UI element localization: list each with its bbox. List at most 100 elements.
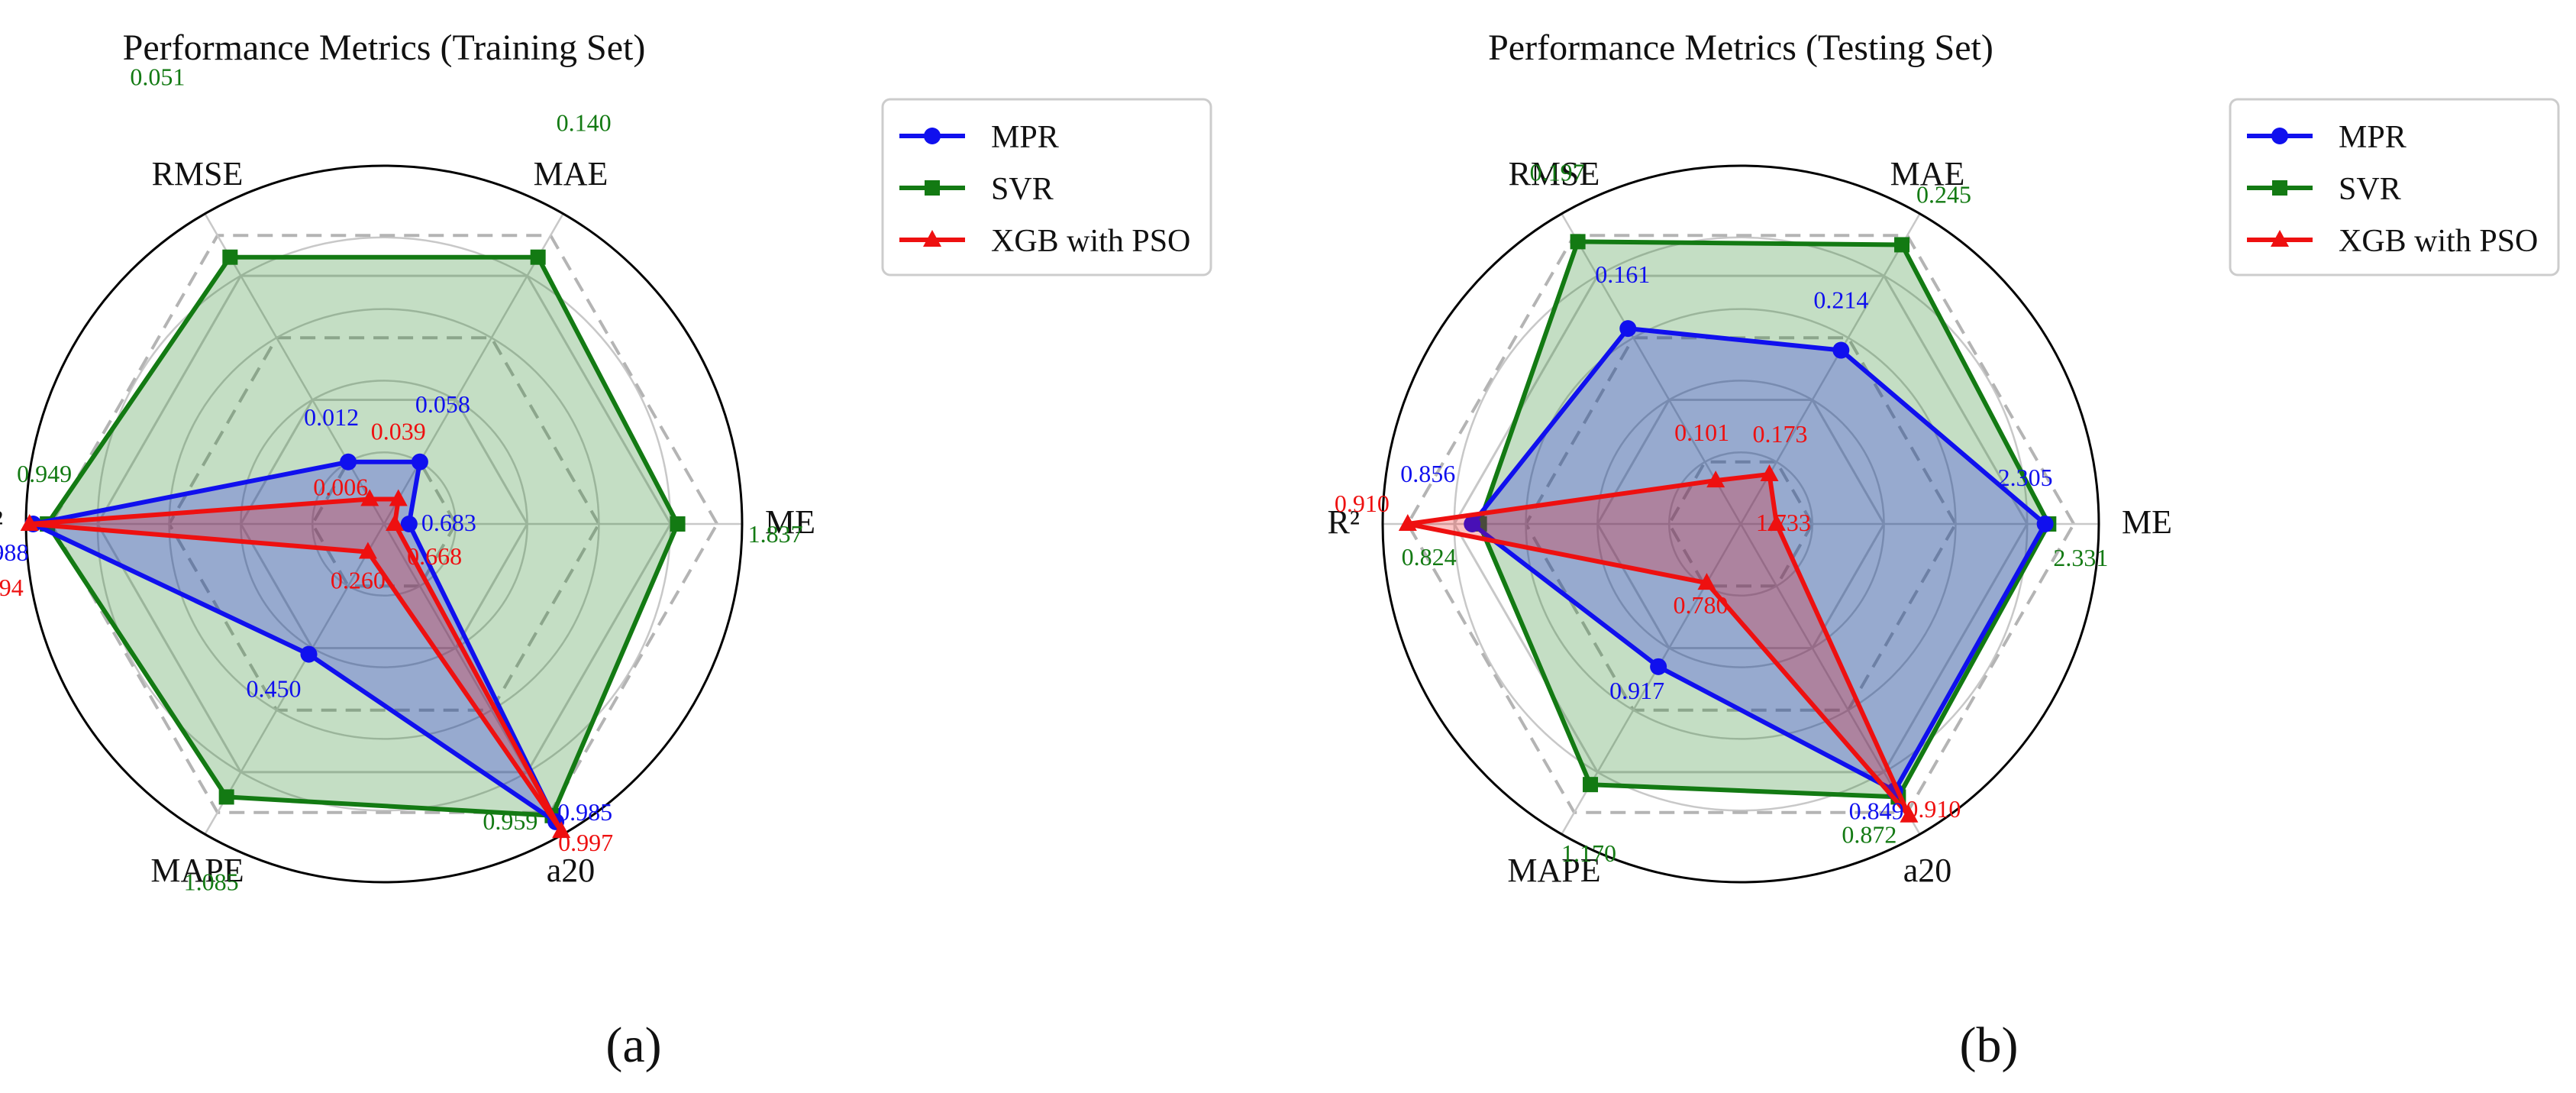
chart-title: Performance Metrics (Testing Set): [1488, 27, 1993, 68]
data-point-xgb-with-pso: [1760, 464, 1779, 482]
data-label: 0.985: [557, 798, 612, 826]
data-label: 0.910: [1335, 490, 1390, 517]
data-point-xgb-with-pso: [1767, 514, 1786, 531]
data-label: 0.245: [1916, 180, 1971, 208]
data-label: 0.051: [130, 63, 185, 91]
data-point-mpr: [1832, 341, 1850, 359]
axis-label: a20: [1903, 852, 1952, 889]
data-label: 0.849: [1849, 797, 1904, 824]
data-point-xgb-with-pso: [389, 489, 408, 506]
data-label: 0.450: [247, 675, 302, 703]
axis-spoke: [204, 523, 386, 835]
legend-entry: MPR: [2339, 120, 2407, 155]
data-point-mpr: [1619, 320, 1637, 338]
outer-circle: [1381, 164, 2100, 884]
chart-title: Performance Metrics (Training Set): [123, 27, 646, 68]
data-label: 1.170: [1561, 839, 1616, 867]
data-label: 0.161: [1595, 260, 1650, 288]
axis-label: ME: [765, 503, 815, 541]
panel-label: (b): [1960, 1017, 2019, 1073]
data-point-xgb-with-pso: [20, 514, 39, 531]
legend-entry: SVR: [2339, 172, 2401, 207]
data-label: 2.331: [2053, 544, 2108, 571]
data-point-svr: [218, 789, 234, 805]
data-point-mpr: [1650, 658, 1667, 675]
data-label: 1.085: [184, 868, 239, 895]
testing-radar-panel: Performance Metrics (Testing Set) ME MAE RM…: [1327, 27, 2560, 1073]
data-label: 0.260: [331, 567, 386, 594]
legend-entry: XGB with PSO: [991, 224, 1190, 259]
legend-marker: [2272, 180, 2287, 196]
data-point-svr: [1570, 234, 1586, 250]
data-point-svr: [1583, 777, 1599, 793]
data-point-xgb-with-pso: [1398, 514, 1417, 531]
legend-marker: [924, 128, 941, 144]
data-label: 0.039: [371, 418, 426, 445]
legend-box: [2229, 98, 2560, 276]
axis-label: MAPE: [1507, 852, 1600, 889]
data-label: 2.305: [1998, 464, 2053, 491]
data-point-svr: [222, 249, 238, 265]
legend-marker: [2271, 230, 2289, 247]
axis-spoke: [204, 213, 386, 525]
data-label: 0.006: [313, 474, 368, 501]
data-label: 0.197: [1530, 158, 1585, 186]
data-point-mpr: [1464, 516, 1481, 532]
data-label: 0.140: [557, 109, 612, 137]
legend: MPR SVR XGB with PSO: [2229, 98, 2560, 276]
data-point-svr: [1894, 237, 1910, 253]
data-label: 0.949: [17, 460, 72, 487]
data-label: 1.837: [748, 520, 803, 548]
data-label: 0.683: [421, 509, 476, 536]
legend-marker: [2271, 128, 2288, 144]
data-label: 0.058: [415, 390, 470, 418]
axis-label: R²: [0, 503, 3, 541]
data-point-xgb-with-pso: [1900, 805, 1919, 823]
data-label: 0.910: [1906, 795, 1961, 823]
data-point-xgb-with-pso: [360, 489, 379, 506]
data-point-mpr: [340, 453, 357, 471]
legend: MPR SVR XGB with PSO: [881, 98, 1212, 276]
legend-entry: XGB with PSO: [2339, 224, 2538, 259]
data-label: 0.668: [407, 542, 462, 570]
data-point-svr: [530, 249, 546, 265]
data-point-mpr: [400, 516, 418, 532]
data-label: 0.997: [558, 829, 613, 856]
legend-marker: [925, 180, 940, 196]
data-label: 0.780: [1673, 591, 1728, 619]
axis-label: R²: [1327, 503, 1360, 541]
data-point-xgb-with-pso: [1706, 471, 1725, 488]
data-label: 0.012: [304, 403, 359, 431]
axis-label: MAE: [1890, 155, 1965, 192]
legend-entry: MPR: [991, 120, 1059, 155]
data-label: 1.733: [1756, 509, 1811, 536]
data-label: 0.994: [0, 574, 24, 601]
panel-label: (a): [605, 1017, 661, 1073]
data-label: 0.824: [1402, 543, 1457, 571]
training-radar-panel: Performance Metrics (Training Set) ME MAE R…: [0, 27, 1212, 1073]
legend-marker: [923, 230, 941, 247]
data-point-xgb-with-pso: [358, 542, 377, 559]
data-point-mpr: [300, 645, 318, 663]
axis-label: a20: [547, 852, 596, 889]
data-label: 0.988: [0, 538, 28, 566]
data-label: 0.872: [1842, 820, 1896, 848]
data-point-xgb-with-pso: [552, 821, 571, 839]
data-point-mpr: [411, 453, 428, 471]
data-point-xgb-with-pso: [386, 514, 405, 531]
data-label: 0.917: [1609, 677, 1664, 704]
axis-label: MAE: [534, 155, 608, 192]
data-label: 0.101: [1674, 419, 1729, 446]
legend-entry: SVR: [991, 172, 1054, 207]
data-label: 0.173: [1753, 420, 1808, 448]
legend-box: [881, 98, 1212, 276]
data-point-xgb-with-pso: [1697, 573, 1716, 590]
axis-label: RMSE: [1509, 155, 1600, 192]
data-label: 0.214: [1813, 286, 1868, 314]
axis-label: RMSE: [152, 155, 244, 192]
axis-label: MAPE: [150, 852, 244, 889]
axis-label: ME: [2122, 503, 2172, 541]
data-label: 0.959: [483, 807, 537, 835]
data-label: 0.856: [1400, 460, 1455, 487]
